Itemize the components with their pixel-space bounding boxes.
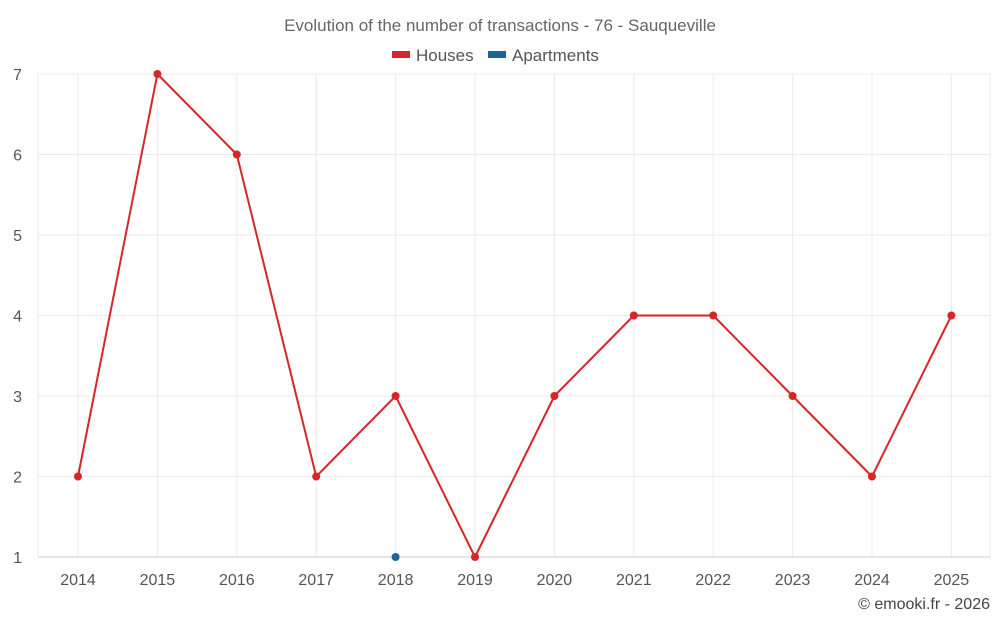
data-point[interactable] <box>550 392 559 400</box>
legend-label-houses[interactable]: Houses <box>416 46 474 65</box>
data-point[interactable] <box>471 553 479 561</box>
y-tick-label: 5 <box>13 228 22 245</box>
x-tick-label: 2019 <box>457 572 493 589</box>
series-line <box>77 73 953 558</box>
series-apartments <box>391 553 400 561</box>
x-tick-label: 2022 <box>695 572 731 589</box>
y-tick-label: 4 <box>13 309 22 326</box>
data-point[interactable] <box>312 472 321 481</box>
data-point[interactable] <box>709 311 718 320</box>
x-tick-label: 2016 <box>219 572 255 589</box>
x-tick-label: 2018 <box>378 572 414 589</box>
x-axis-tick-labels: 2014 2015 2016 2017 2018 2019 2020 2021 2022 2023… <box>60 572 969 589</box>
data-point[interactable] <box>868 472 876 481</box>
x-tick-label: 2017 <box>298 572 334 589</box>
x-tick-label: 2020 <box>537 572 573 589</box>
data-point[interactable] <box>232 150 241 159</box>
y-tick-label: 6 <box>13 148 22 165</box>
legend: Houses Apartments <box>392 46 599 65</box>
x-tick-label: 2024 <box>854 572 890 589</box>
x-tick-label: 2025 <box>934 572 970 589</box>
data-point[interactable] <box>788 392 797 400</box>
x-tick-label: 2021 <box>616 572 652 589</box>
y-axis-tick-labels: 1 2 3 4 5 6 7 <box>13 67 22 567</box>
series-houses <box>74 70 956 561</box>
legend-swatch-houses <box>392 51 410 58</box>
y-tick-label: 1 <box>13 550 22 567</box>
data-point[interactable] <box>153 70 162 78</box>
data-point[interactable] <box>74 472 82 481</box>
x-tick-label: 2014 <box>60 572 96 589</box>
data-point[interactable] <box>391 553 400 561</box>
legend-swatch-apartments <box>488 51 506 58</box>
x-tick-label: 2023 <box>775 572 811 589</box>
legend-label-apartments[interactable]: Apartments <box>512 46 599 65</box>
y-gridlines <box>38 73 990 477</box>
data-point[interactable] <box>629 311 638 320</box>
y-tick-label: 7 <box>13 67 22 84</box>
credit-text: © emooki.fr - 2026 <box>858 596 990 613</box>
y-tick-label: 3 <box>13 389 22 406</box>
x-tick-label: 2015 <box>140 572 176 589</box>
data-point[interactable] <box>391 392 400 400</box>
y-tick-label: 2 <box>13 470 22 487</box>
chart-title: Evolution of the number of transactions … <box>284 16 716 35</box>
data-point[interactable] <box>947 311 956 320</box>
x-gridlines <box>37 74 991 557</box>
